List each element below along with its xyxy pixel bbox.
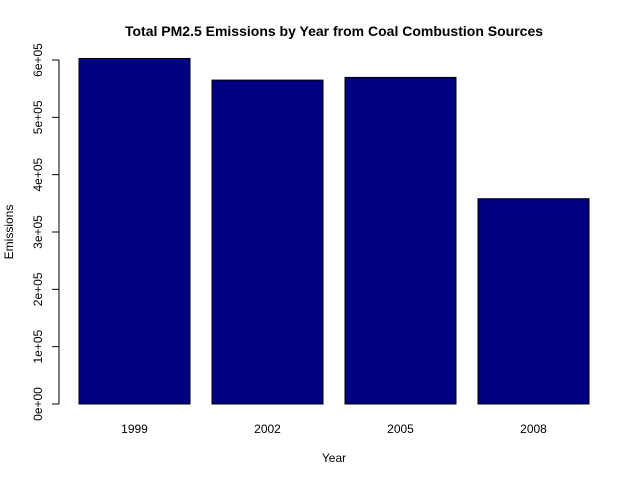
x-tick-label-2005: 2005 [387, 422, 414, 436]
y-tick-label: 1e+05 [31, 329, 45, 363]
x-axis-label: Year [322, 451, 346, 465]
y-axis: 0e+00 1e+05 2e+05 3e+05 4e+05 5e+05 6e+05 [31, 43, 60, 421]
y-tick-label: 5e+05 [31, 100, 45, 134]
bar-2008 [477, 198, 590, 405]
bar-2002 [211, 79, 324, 405]
bars-group [78, 57, 590, 405]
x-tick-label-2002: 2002 [254, 422, 281, 436]
y-tick-label: 6e+05 [31, 43, 45, 77]
y-tick-label: 2e+05 [31, 272, 45, 306]
y-tick-label: 3e+05 [31, 215, 45, 249]
x-tick-labels: 1999 2002 2005 2008 [121, 422, 547, 436]
bar-1999 [78, 57, 191, 405]
x-tick-label-1999: 1999 [121, 422, 148, 436]
x-tick-label-2008: 2008 [520, 422, 547, 436]
y-tick-label: 4e+05 [31, 157, 45, 191]
chart-title: Total PM2.5 Emissions by Year from Coal … [125, 23, 543, 39]
y-tick-label: 0e+00 [31, 387, 45, 421]
y-axis-label: Emissions [2, 205, 16, 260]
bar-2005 [344, 76, 457, 405]
